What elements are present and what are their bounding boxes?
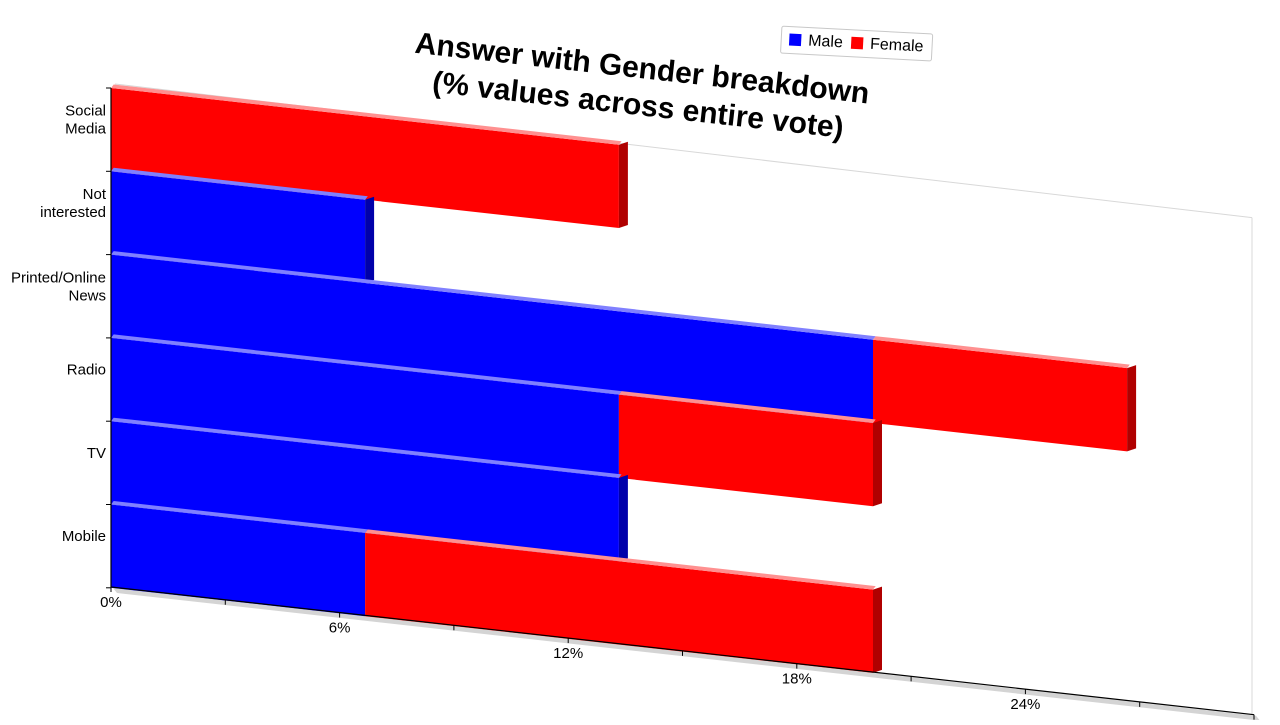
category-label-tv: TV [87, 445, 106, 462]
bar-mobile-male [111, 504, 366, 617]
bar-side-social-media [618, 141, 628, 228]
bar-top-tv-male [111, 417, 622, 478]
x-tick-label-6: 6% [329, 620, 351, 637]
x-tick-label-18: 18% [782, 671, 812, 688]
x-tick-label-0: 0% [100, 594, 122, 611]
legend-swatch-female [850, 36, 864, 50]
plot-floor [113, 588, 1260, 721]
category-label-not-interested: Not interested [40, 186, 107, 221]
bar-top-radio-male [111, 334, 622, 395]
x-tick-label-24: 24% [1010, 696, 1040, 713]
bar-social-media-female [111, 88, 619, 228]
category-label-mobile: Mobile [62, 528, 106, 545]
bar-top-printed-online-news-female [873, 336, 1130, 369]
bar-side-mobile [873, 586, 882, 673]
category-label-social-media: Social Media [65, 103, 107, 138]
bar-top-radio-female [618, 391, 876, 423]
legend-swatch-male [788, 33, 802, 47]
category-labels: Social Media Not interested Printed/Online Ne… [11, 103, 107, 546]
bar-printed-online-news-female [873, 339, 1128, 452]
bar-radio-female [618, 394, 873, 507]
bar-top-printed-online-news-male [111, 251, 876, 340]
bar-top-mobile-male [111, 501, 368, 533]
bar-top-social-media-female [111, 84, 622, 145]
legend-label-female: Female [870, 36, 924, 56]
bar-mobile-female [365, 532, 873, 673]
bar-side-not-interested [365, 196, 375, 283]
bar-printed-online-news-male [111, 254, 873, 423]
category-label-printed-online-news: Printed/Online News [11, 269, 106, 304]
bar-side-printed-online-news [1127, 365, 1137, 452]
bar-side-tv [618, 474, 628, 562]
axes-group [106, 87, 1255, 720]
bar-tv-male [111, 421, 619, 562]
legend: Male Female [780, 25, 934, 62]
bar-top-not-interested-male [111, 167, 368, 200]
bars-group [111, 84, 1137, 673]
bar-not-interested-male [111, 171, 366, 283]
bar-top-mobile-female [365, 529, 876, 590]
bar-side-radio [873, 420, 882, 507]
x-tick-label-12: 12% [553, 645, 583, 662]
bar-radio-male [111, 337, 619, 478]
category-label-radio: Radio [67, 362, 106, 379]
legend-label-male: Male [808, 33, 844, 52]
